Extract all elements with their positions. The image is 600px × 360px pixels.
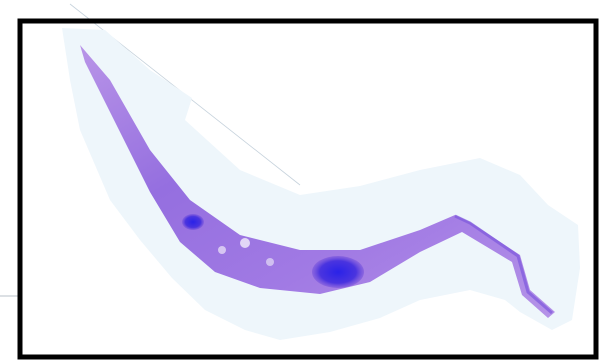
kinetoplast: [182, 214, 204, 230]
nucleus: [312, 256, 364, 288]
page: [0, 0, 600, 360]
image-view: [0, 0, 600, 360]
vacuole: [266, 258, 274, 266]
vacuole: [218, 246, 226, 254]
vacuole: [240, 238, 250, 248]
